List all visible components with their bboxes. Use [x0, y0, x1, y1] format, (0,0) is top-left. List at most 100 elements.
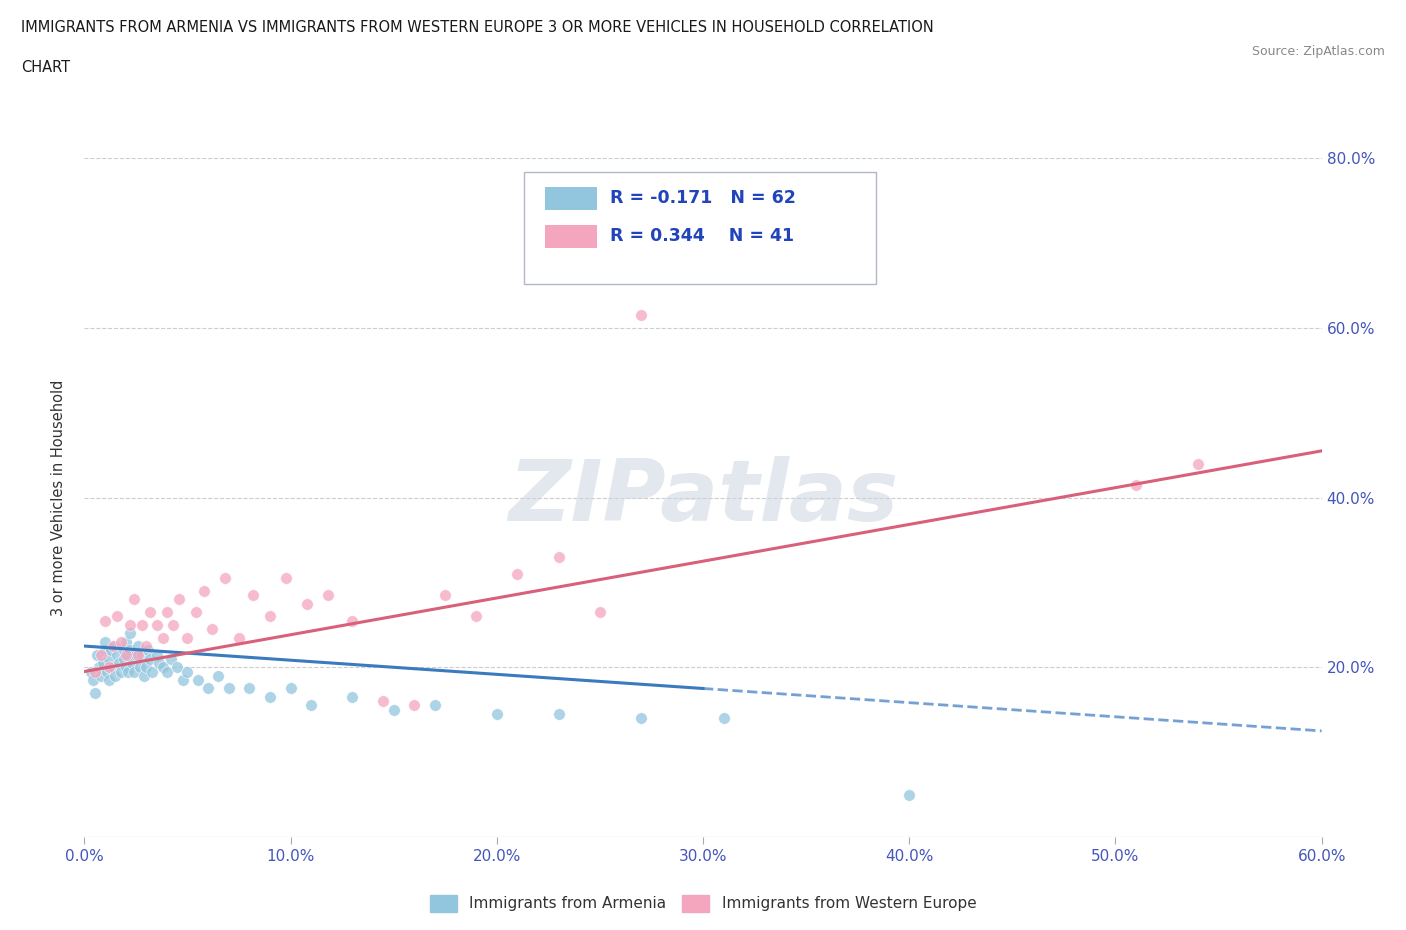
- Point: [135, 660, 157, 675]
- Point: [94, 643, 117, 658]
- Point: [162, 618, 184, 632]
- Point: [280, 681, 302, 696]
- Point: [94, 634, 117, 649]
- Point: [131, 618, 153, 632]
- Point: [90, 669, 112, 684]
- Point: [166, 660, 188, 675]
- Point: [110, 664, 132, 679]
- Point: [342, 613, 364, 628]
- Point: [589, 604, 612, 619]
- Legend: Immigrants from Armenia, Immigrants from Western Europe: Immigrants from Armenia, Immigrants from…: [423, 889, 983, 918]
- Point: [110, 634, 132, 649]
- Point: [104, 669, 127, 684]
- Point: [127, 639, 149, 654]
- Point: [506, 566, 529, 581]
- Point: [135, 639, 157, 654]
- Point: [373, 694, 395, 709]
- Point: [156, 604, 179, 619]
- Point: [156, 664, 179, 679]
- Text: R = 0.344    N = 41: R = 0.344 N = 41: [610, 227, 794, 246]
- Point: [172, 672, 194, 687]
- Point: [1125, 477, 1147, 492]
- Point: [122, 592, 145, 607]
- Point: [112, 651, 135, 666]
- Point: [197, 681, 219, 696]
- Point: [465, 609, 488, 624]
- Text: ZIPatlas: ZIPatlas: [508, 456, 898, 539]
- Point: [139, 604, 162, 619]
- Point: [112, 643, 135, 658]
- Point: [87, 660, 110, 675]
- Point: [259, 609, 281, 624]
- Point: [82, 672, 104, 687]
- Point: [122, 664, 145, 679]
- Point: [187, 672, 209, 687]
- Point: [145, 647, 167, 662]
- Point: [201, 621, 224, 636]
- Point: [295, 596, 318, 611]
- Point: [91, 656, 114, 671]
- Point: [118, 618, 141, 632]
- Point: [103, 639, 125, 654]
- Point: [90, 647, 112, 662]
- Point: [136, 643, 159, 658]
- Point: [242, 588, 264, 603]
- Point: [100, 643, 122, 658]
- Point: [148, 656, 170, 671]
- Point: [98, 651, 121, 666]
- Point: [713, 711, 735, 725]
- Point: [139, 651, 162, 666]
- Point: [1187, 457, 1209, 472]
- Point: [86, 647, 108, 662]
- Point: [129, 660, 152, 675]
- Point: [630, 711, 652, 725]
- Point: [105, 647, 128, 662]
- Point: [547, 707, 569, 722]
- Point: [214, 571, 236, 586]
- Point: [105, 609, 128, 624]
- Point: [96, 664, 118, 679]
- Point: [117, 664, 139, 679]
- Point: [98, 672, 121, 687]
- FancyBboxPatch shape: [523, 172, 876, 284]
- Point: [118, 643, 141, 658]
- FancyBboxPatch shape: [544, 187, 596, 210]
- Point: [547, 550, 569, 565]
- Point: [152, 660, 174, 675]
- Point: [114, 660, 136, 675]
- Point: [152, 631, 174, 645]
- Point: [299, 698, 322, 713]
- Point: [125, 647, 148, 662]
- FancyBboxPatch shape: [544, 225, 596, 248]
- Point: [218, 681, 240, 696]
- Point: [79, 664, 101, 679]
- Point: [104, 639, 127, 654]
- Point: [127, 647, 149, 662]
- Point: [117, 647, 139, 662]
- Point: [167, 592, 190, 607]
- Point: [121, 656, 143, 671]
- Point: [404, 698, 426, 713]
- Point: [134, 669, 156, 684]
- Point: [176, 631, 198, 645]
- Point: [176, 664, 198, 679]
- Point: [382, 702, 405, 717]
- Point: [145, 618, 167, 632]
- Point: [118, 626, 141, 641]
- Text: Source: ZipAtlas.com: Source: ZipAtlas.com: [1251, 45, 1385, 58]
- Point: [141, 664, 163, 679]
- Point: [131, 647, 153, 662]
- Point: [276, 571, 298, 586]
- Point: [630, 308, 652, 323]
- Point: [98, 660, 121, 675]
- Point: [342, 689, 364, 704]
- Point: [316, 588, 339, 603]
- Point: [103, 660, 125, 675]
- Point: [114, 647, 136, 662]
- Point: [114, 634, 136, 649]
- Text: IMMIGRANTS FROM ARMENIA VS IMMIGRANTS FROM WESTERN EUROPE 3 OR MORE VEHICLES IN : IMMIGRANTS FROM ARMENIA VS IMMIGRANTS FR…: [21, 20, 934, 35]
- Point: [83, 685, 105, 700]
- Text: CHART: CHART: [21, 60, 70, 75]
- Point: [423, 698, 446, 713]
- Point: [434, 588, 457, 603]
